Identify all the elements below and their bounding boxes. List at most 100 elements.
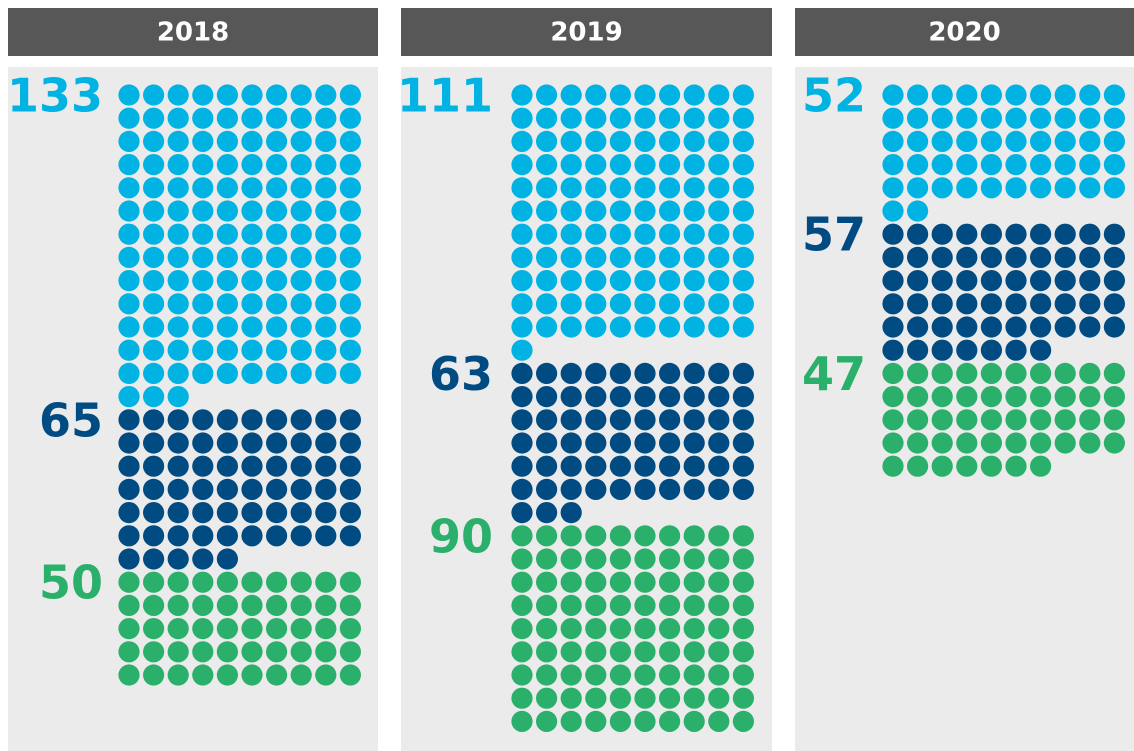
dot: [560, 177, 582, 199]
dot: [216, 409, 238, 431]
dot: [216, 594, 238, 617]
dot: [143, 432, 165, 454]
dot: [634, 432, 656, 454]
dot: [536, 455, 558, 477]
dot: [956, 455, 978, 477]
dot: [315, 432, 337, 454]
dot: [708, 154, 730, 176]
dot: [216, 525, 238, 547]
dot: [511, 386, 533, 408]
dot: [931, 154, 953, 176]
dot: [241, 455, 263, 477]
dot: [511, 409, 533, 431]
dot: [609, 548, 632, 570]
dot: [585, 432, 607, 454]
dot: [634, 548, 656, 570]
dot: [560, 246, 582, 268]
dot: [118, 548, 140, 570]
dot: [683, 223, 705, 245]
dot: [683, 571, 705, 593]
dot: [683, 130, 705, 152]
dot: [659, 84, 681, 106]
dot: [216, 432, 238, 454]
dot: [315, 200, 337, 222]
dot: [585, 409, 607, 431]
dot: [266, 223, 288, 245]
dot: [241, 270, 263, 292]
dot: [536, 107, 558, 129]
dot: [956, 130, 978, 152]
dot: [1054, 270, 1076, 292]
dot: [339, 246, 361, 268]
dot: [732, 177, 755, 199]
dot: [609, 84, 632, 106]
dot: [634, 409, 656, 431]
dot: [634, 316, 656, 338]
dot: [980, 455, 1003, 477]
dot: [241, 223, 263, 245]
dot: [560, 386, 582, 408]
dot: [1030, 177, 1052, 199]
dot: [1103, 270, 1125, 292]
dot: [167, 478, 189, 500]
dot: [634, 618, 656, 640]
dot: [560, 200, 582, 222]
dot: [980, 154, 1003, 176]
dot: [609, 200, 632, 222]
dot: [882, 293, 904, 315]
dot: [585, 246, 607, 268]
dot: [1030, 455, 1052, 477]
dot: [1103, 293, 1125, 315]
dot: [907, 154, 929, 176]
dot: [683, 710, 705, 733]
dot: [290, 107, 312, 129]
dot: [882, 107, 904, 129]
dot: [956, 84, 978, 106]
dot: [931, 386, 953, 408]
dot: [339, 641, 361, 663]
dot: [1030, 130, 1052, 152]
dot: [1005, 386, 1027, 408]
count-label: 133: [7, 69, 103, 123]
dot: [315, 501, 337, 524]
dot: [634, 154, 656, 176]
dot: [339, 84, 361, 106]
dot: [192, 154, 214, 176]
dot: [143, 664, 165, 686]
dot: [315, 246, 337, 268]
dot: [659, 293, 681, 315]
dot: [1079, 130, 1101, 152]
dot: [659, 316, 681, 338]
dot: [511, 548, 533, 570]
dot: [1103, 130, 1125, 152]
dot: [241, 154, 263, 176]
dot: [1030, 154, 1052, 176]
dot: [634, 571, 656, 593]
dot: [143, 618, 165, 640]
dot: [118, 293, 140, 315]
dot: [290, 618, 312, 640]
dot: [241, 618, 263, 640]
dot: [315, 293, 337, 315]
panel-title: 2020: [928, 18, 1000, 48]
dot: [882, 177, 904, 199]
panel-body: [8, 67, 378, 751]
dot: [683, 548, 705, 570]
dot: [585, 177, 607, 199]
dot: [708, 641, 730, 663]
dot: [192, 548, 214, 570]
dot: [266, 618, 288, 640]
dot: [907, 362, 929, 384]
dot: [118, 177, 140, 199]
dot: [634, 84, 656, 106]
dot: [609, 246, 632, 268]
dot: [118, 270, 140, 292]
dot: [216, 84, 238, 106]
dot: [511, 571, 533, 593]
dot: [732, 641, 755, 663]
dot: [609, 571, 632, 593]
dot: [167, 594, 189, 617]
dot: [536, 316, 558, 338]
dot: [216, 664, 238, 686]
dot: [1079, 432, 1101, 454]
